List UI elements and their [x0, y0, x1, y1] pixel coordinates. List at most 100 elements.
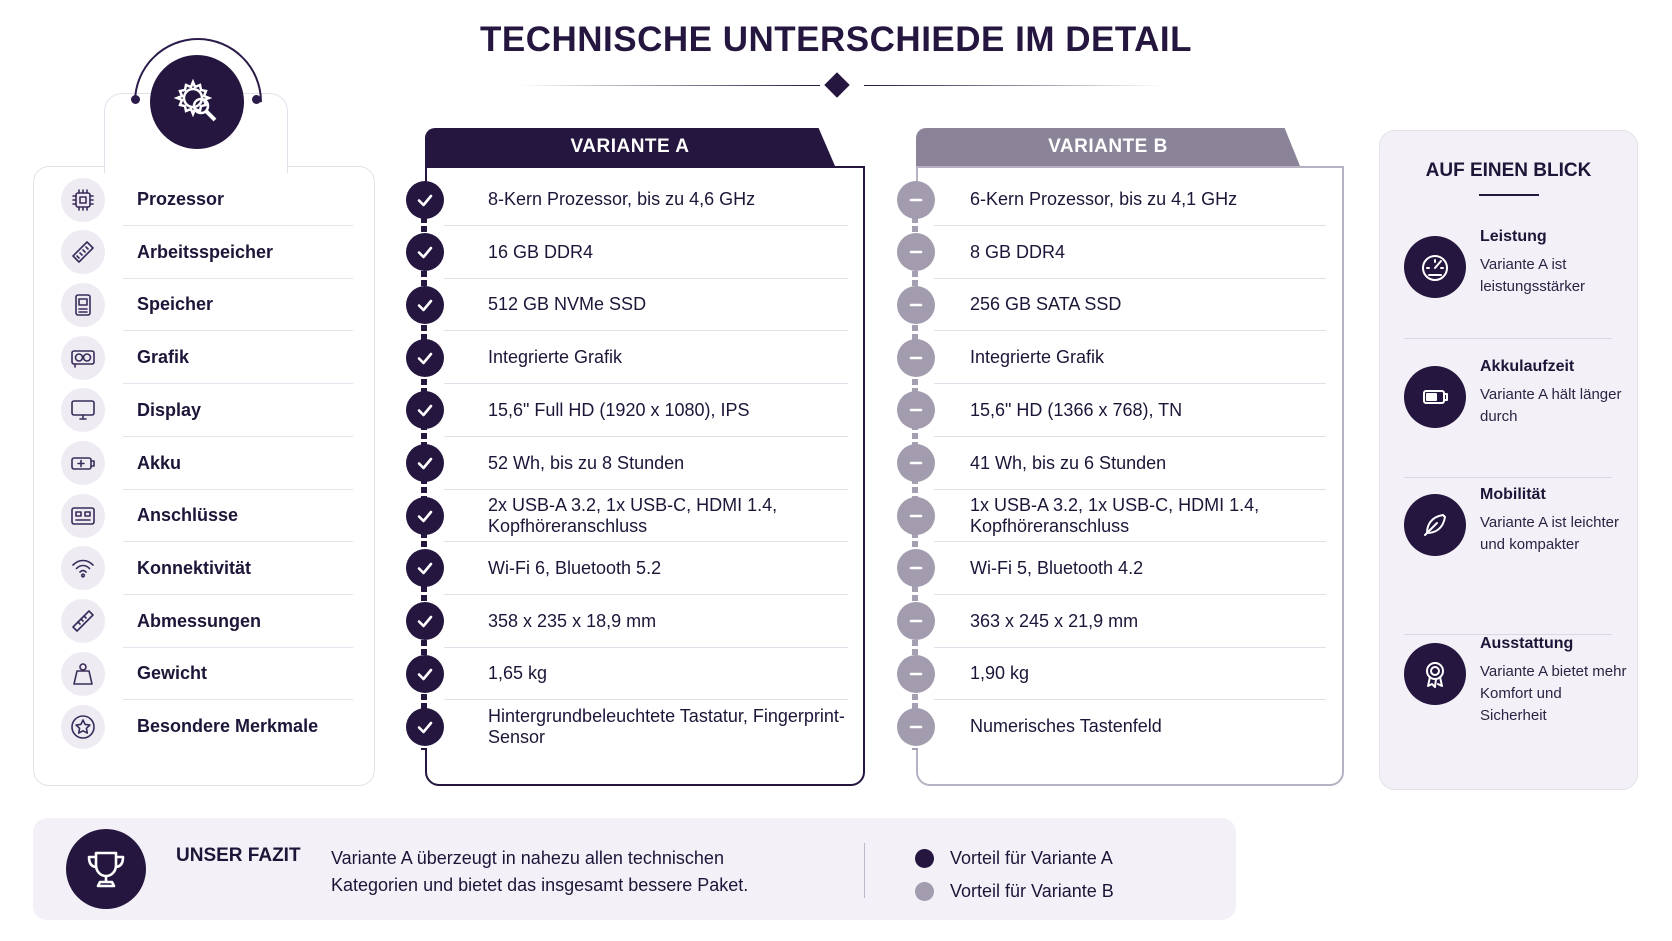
weight-icon: [61, 651, 105, 696]
variant-a-value: 15,6" Full HD (1920 x 1080), IPS: [488, 399, 750, 420]
minus-icon: [897, 496, 935, 535]
legend-dot-b: [915, 882, 934, 901]
variant-b-value: 15,6" HD (1366 x 768), TN: [970, 399, 1183, 420]
speedometer-icon: [1404, 236, 1466, 298]
glance-item: Ausstattung Variante A bietet mehr Komfor…: [1379, 635, 1638, 773]
feature-label: Anschlüsse: [137, 505, 239, 526]
gear-search-icon: [150, 55, 244, 149]
legend-label-a: Vorteil für Variante A: [950, 848, 1113, 868]
variant-a-value: Integrierte Grafik: [488, 347, 623, 368]
feature-row: Abmessungen: [33, 595, 375, 648]
check-icon: [406, 338, 444, 377]
wifi-icon: [61, 546, 105, 591]
minus-icon: [897, 602, 935, 641]
ram-icon: [61, 230, 105, 275]
variant-b-value: 6-Kern Prozessor, bis zu 4,1 GHz: [970, 189, 1238, 209]
feature-label: Gewicht: [137, 663, 208, 684]
feature-row: Konnektivität: [33, 542, 375, 595]
feature-label: Display: [137, 399, 202, 420]
conclusion-text: Variante A überzeugt in nahezu allen tec…: [331, 848, 749, 895]
feature-label: Abmessungen: [137, 610, 262, 631]
conclusion-heading: UNSER FAZIT: [176, 845, 301, 866]
trophy-icon: [66, 829, 146, 909]
title-rule-left: [520, 85, 820, 86]
feature-label: Speicher: [137, 294, 214, 315]
variant-a-row: 2x USB-A 3.2, 1x USB-C, HDMI 1.4, Kopfhö…: [0, 489, 848, 543]
variant-b-value: 1x USB-A 3.2, 1x USB-C, HDMI 1.4, Kopfhö…: [970, 494, 1260, 536]
variant-b-value: 41 Wh, bis zu 6 Stunden: [970, 452, 1167, 473]
check-icon: [406, 496, 444, 535]
variant-b-value: 1,90 kg: [970, 663, 1030, 684]
minus-icon: [897, 391, 935, 430]
check-icon: [406, 233, 444, 272]
minus-icon: [897, 444, 935, 482]
at-a-glance-title: AUF EINEN BLICK: [1425, 160, 1592, 181]
glance-item: Leistung Variante A ist leistungsstärker: [1379, 228, 1638, 366]
minus-icon: [897, 338, 935, 377]
glance-text: Variante A ist leichter und kompakter: [1480, 514, 1619, 553]
minus-icon: [897, 285, 935, 324]
glance-heading: Akkulaufzeit: [1480, 358, 1575, 375]
feature-label: Konnektivität: [137, 557, 252, 578]
check-icon: [406, 180, 444, 219]
check-icon: [406, 549, 444, 588]
feature-row: Grafik: [33, 331, 375, 385]
feature-row: Speicher: [33, 278, 375, 332]
glance-item: Mobilität Variante A ist leichter und kom…: [1379, 486, 1638, 624]
variant-a-value: 1,65 kg: [488, 663, 548, 684]
feature-row: Arbeitsspeicher: [33, 226, 375, 279]
ruler-icon: [61, 599, 105, 644]
graphics-card-icon: [61, 335, 105, 380]
variant-b-value: 363 x 245 x 21,9 mm: [970, 610, 1139, 631]
variant-b-value: Integrierte Grafik: [970, 347, 1105, 368]
minus-icon: [897, 707, 935, 746]
variant-a-value: 512 GB NVMe SSD: [488, 294, 647, 315]
feature-row: Gewicht: [33, 647, 375, 701]
title-rule-right: [864, 85, 1164, 86]
minus-icon: [897, 654, 935, 693]
variant-b-row: Integrierte Grafik: [0, 331, 1326, 385]
cpu-icon: [61, 177, 105, 222]
battery-icon: [61, 441, 105, 485]
variant-a-row: Wi-Fi 6, Bluetooth 5.2: [0, 542, 848, 595]
variant-b-row: 6-Kern Prozessor, bis zu 4,1 GHz: [0, 173, 1326, 226]
legend-variant-a: Vorteil für Variante A: [915, 848, 1113, 869]
variant-a-value: Hintergrundbeleuchtete Tastatur, Fingerp…: [488, 705, 845, 747]
feature-label: Besondere Merkmale: [137, 716, 319, 736]
variant-a-row: Integrierte Grafik: [0, 331, 848, 385]
award-icon: [1404, 643, 1466, 705]
glance-heading: Ausstattung: [1480, 635, 1574, 652]
variant-a-value: 2x USB-A 3.2, 1x USB-C, HDMI 1.4, Kopfhö…: [488, 494, 778, 536]
variant-b-row: 41 Wh, bis zu 6 Stunden: [0, 437, 1326, 490]
variant-b-row: Wi-Fi 5, Bluetooth 4.2: [0, 542, 1326, 595]
variant-b-value: 8 GB DDR4: [970, 241, 1066, 262]
variant-b-row: 1,90 kg: [0, 647, 1326, 701]
legend-variant-b: Vorteil für Variante B: [915, 881, 1114, 902]
check-icon: [406, 602, 444, 641]
variant-a-row: 1,65 kg: [0, 647, 848, 701]
glance-heading: Leistung: [1480, 228, 1547, 245]
legend-label-b: Vorteil für Variante B: [950, 881, 1114, 901]
check-icon: [406, 391, 444, 430]
ports-icon: [61, 493, 105, 538]
check-icon: [406, 654, 444, 693]
feature-row: Anschlüsse: [33, 489, 375, 543]
feature-row: Prozessor: [33, 173, 375, 226]
feature-label: Prozessor: [137, 189, 225, 209]
variant-a-header: VARIANTE A: [425, 128, 835, 166]
legend-dot-a: [915, 849, 934, 868]
variant-b-row: 15,6" HD (1366 x 768), TN: [0, 384, 1326, 437]
battery-icon: [1404, 366, 1466, 428]
ssd-icon: [61, 282, 105, 327]
glance-text: Variante A hält länger durch: [1480, 386, 1622, 425]
check-icon: [406, 707, 444, 746]
glance-text: Variante A bietet mehr Komfort und Siche…: [1480, 663, 1627, 724]
variant-b-header: VARIANTE B: [916, 128, 1300, 166]
star-icon: [61, 704, 105, 749]
variant-a-value: 16 GB DDR4: [488, 241, 594, 262]
monitor-icon: [61, 388, 105, 433]
glance-item: Akkulaufzeit Variante A hält länger durch: [1379, 358, 1638, 496]
title-diamond: [824, 72, 850, 98]
conclusion-panel: [33, 818, 1236, 920]
check-icon: [406, 444, 444, 482]
